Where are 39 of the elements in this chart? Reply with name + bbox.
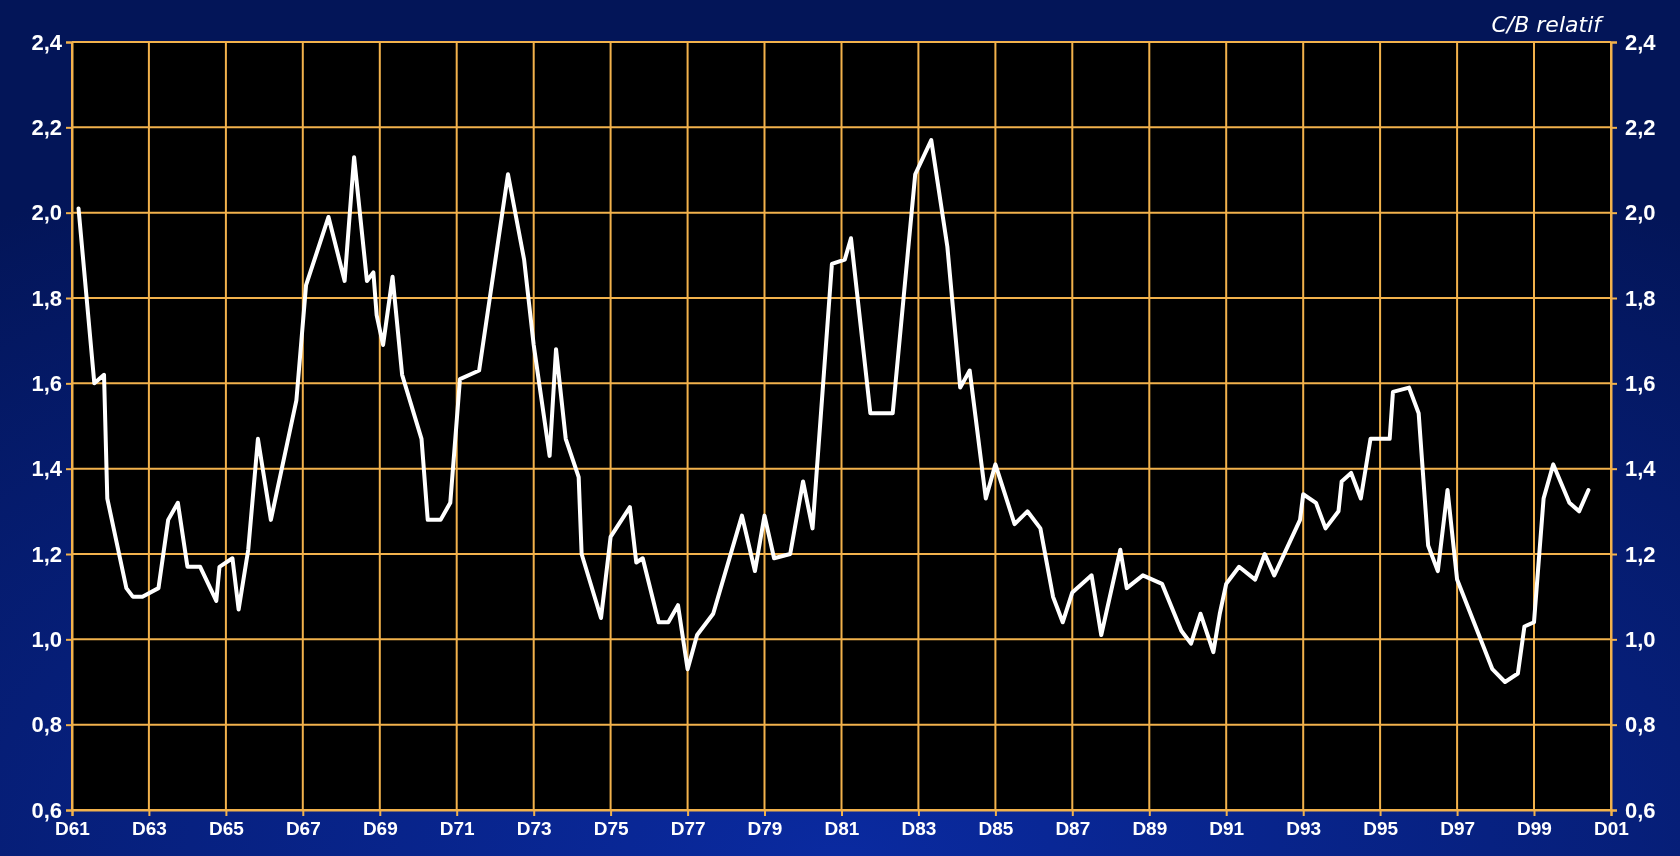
y2-tick-label: 2,4 (1625, 29, 1657, 55)
x-tick-label: D63 (131, 818, 167, 840)
x-tick-label: D69 (362, 818, 398, 840)
y-tick-label: 1,4 (31, 456, 63, 482)
y2-tick-label: 2,2 (1625, 114, 1656, 140)
y2-tick-label: 2,0 (1625, 200, 1656, 226)
x-tick-label: D95 (1363, 818, 1399, 840)
x-tick-label: D73 (516, 818, 552, 840)
x-tick-label: D83 (901, 818, 937, 840)
y-tick-label: 1,0 (31, 626, 62, 652)
x-tick-label: D87 (1055, 818, 1091, 840)
x-tick-label: D81 (824, 818, 860, 840)
y-tick-label: 2,2 (31, 114, 62, 140)
x-tick-label: D93 (1286, 818, 1322, 840)
y2-tick-label: 0,8 (1625, 712, 1656, 738)
x-tick-label: D85 (978, 818, 1014, 840)
y2-tick-label: 1,8 (1625, 285, 1656, 311)
y2-tick-label: 1,6 (1625, 370, 1656, 396)
y-tick-label: 2,4 (31, 29, 63, 55)
y2-tick-label: 1,2 (1625, 541, 1656, 567)
y2-tick-label: 1,0 (1625, 626, 1656, 652)
line-series (76, 138, 1591, 684)
x-tick-label: D91 (1209, 818, 1245, 840)
x-tick-label: D77 (670, 818, 706, 840)
x-tick-label: D75 (593, 818, 629, 840)
x-tick-label: D99 (1517, 818, 1552, 840)
x-tick-label: D79 (747, 818, 783, 840)
x-tick-label: D71 (439, 818, 476, 840)
y-tick-label: 1,2 (31, 541, 62, 567)
y-tick-label: 1,8 (31, 285, 62, 311)
y-tick-label: 2,0 (31, 200, 62, 226)
y-tick-label: 0,8 (31, 712, 62, 738)
x-tick-label: D65 (208, 818, 245, 840)
x-tick-label: D67 (285, 818, 321, 840)
x-tick-label: D97 (1440, 818, 1476, 840)
y-tick-label: 1,6 (31, 370, 62, 396)
y2-axis-title: C/B relatif (1491, 12, 1605, 37)
y2-tick-label: 1,4 (1625, 456, 1657, 482)
x-tick-label: D89 (1132, 818, 1168, 840)
